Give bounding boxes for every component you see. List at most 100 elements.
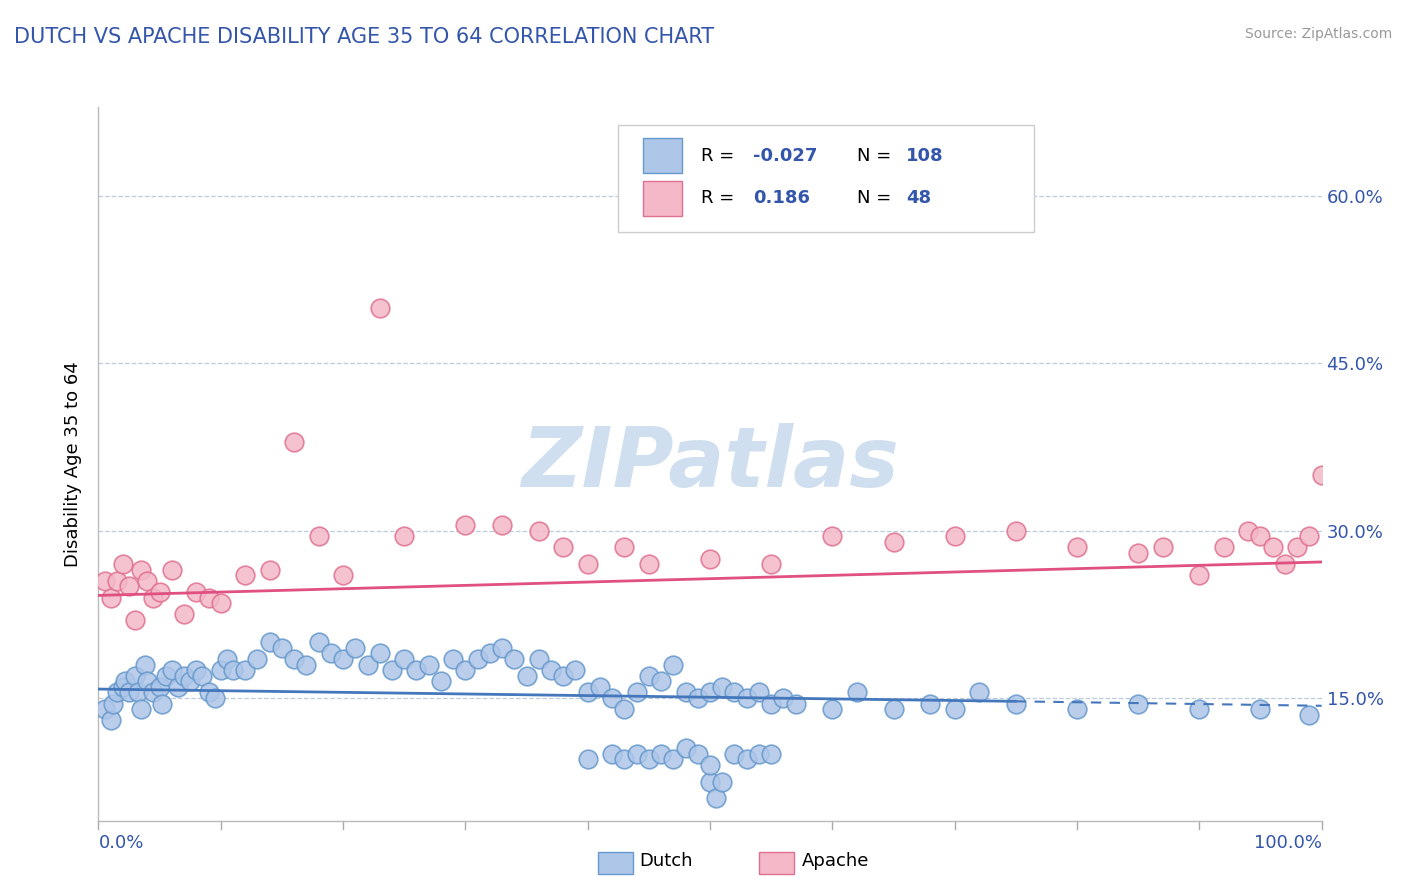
Point <box>491 518 513 533</box>
Point <box>118 685 141 699</box>
Point <box>129 563 152 577</box>
Point <box>761 557 783 572</box>
Point <box>1274 557 1296 572</box>
Point <box>735 690 758 705</box>
Point <box>283 652 305 666</box>
Point <box>662 657 685 672</box>
Point <box>233 663 256 677</box>
Point <box>1004 524 1026 538</box>
Point <box>748 747 770 761</box>
Point <box>283 434 305 449</box>
Point <box>186 663 208 677</box>
Point <box>111 680 134 694</box>
Point <box>638 669 661 683</box>
Point <box>711 774 734 789</box>
Point <box>686 747 709 761</box>
Point <box>233 568 256 582</box>
Point <box>308 635 330 649</box>
Point <box>576 685 599 699</box>
Y-axis label: Disability Age 35 to 64: Disability Age 35 to 64 <box>65 361 83 566</box>
Point <box>332 568 354 582</box>
Point <box>93 574 115 588</box>
Point <box>1188 702 1211 716</box>
Point <box>761 697 783 711</box>
Point <box>711 680 734 694</box>
Text: 0.0%: 0.0% <box>98 834 143 852</box>
Text: 100.0%: 100.0% <box>1254 834 1322 852</box>
Point <box>167 680 190 694</box>
Point <box>105 574 128 588</box>
Point <box>1237 524 1260 538</box>
Point <box>124 669 146 683</box>
FancyBboxPatch shape <box>643 180 682 216</box>
Point <box>821 529 844 543</box>
Point <box>704 791 727 805</box>
Point <box>124 613 146 627</box>
Point <box>650 747 672 761</box>
Point <box>430 674 453 689</box>
Point <box>1261 541 1284 555</box>
Point <box>600 747 623 761</box>
Point <box>191 669 214 683</box>
Point <box>270 640 294 655</box>
Point <box>1286 541 1309 555</box>
Point <box>600 690 623 705</box>
Point <box>392 652 416 666</box>
Point <box>1152 541 1174 555</box>
Point <box>344 640 367 655</box>
Point <box>883 702 905 716</box>
Point <box>723 685 745 699</box>
Point <box>1250 529 1272 543</box>
Point <box>1212 541 1234 555</box>
Point <box>613 752 636 766</box>
Point <box>699 758 721 772</box>
Point <box>155 669 177 683</box>
Point <box>1066 541 1088 555</box>
Point <box>613 541 636 555</box>
Point <box>516 669 538 683</box>
Point <box>478 646 501 660</box>
Point <box>883 535 905 549</box>
Point <box>527 652 550 666</box>
Point <box>150 697 173 711</box>
Point <box>204 690 226 705</box>
Point <box>527 524 550 538</box>
Point <box>1066 702 1088 716</box>
Point <box>295 657 318 672</box>
Point <box>540 663 562 677</box>
Point <box>662 752 685 766</box>
Point <box>748 685 770 699</box>
Point <box>259 563 281 577</box>
Point <box>160 663 183 677</box>
Point <box>553 541 575 555</box>
Point <box>179 674 201 689</box>
Point <box>197 591 219 605</box>
Point <box>209 596 232 610</box>
Point <box>441 652 464 666</box>
Point <box>149 680 172 694</box>
Point <box>127 685 149 699</box>
Text: R =: R = <box>702 146 741 164</box>
Point <box>368 646 391 660</box>
Point <box>553 669 575 683</box>
Point <box>576 752 599 766</box>
Point <box>319 646 342 660</box>
Point <box>114 674 136 689</box>
Point <box>118 580 141 594</box>
Point <box>93 702 115 716</box>
Point <box>943 702 966 716</box>
FancyBboxPatch shape <box>643 137 682 173</box>
Point <box>222 663 245 677</box>
Point <box>564 663 586 677</box>
Point <box>454 518 477 533</box>
Point <box>308 529 330 543</box>
Point <box>785 697 807 711</box>
Point <box>821 702 844 716</box>
Point <box>638 557 661 572</box>
Point <box>772 690 794 705</box>
Point <box>1250 702 1272 716</box>
Point <box>100 714 122 728</box>
Point <box>1188 568 1211 582</box>
Text: Apache: Apache <box>801 852 869 870</box>
Point <box>589 680 612 694</box>
